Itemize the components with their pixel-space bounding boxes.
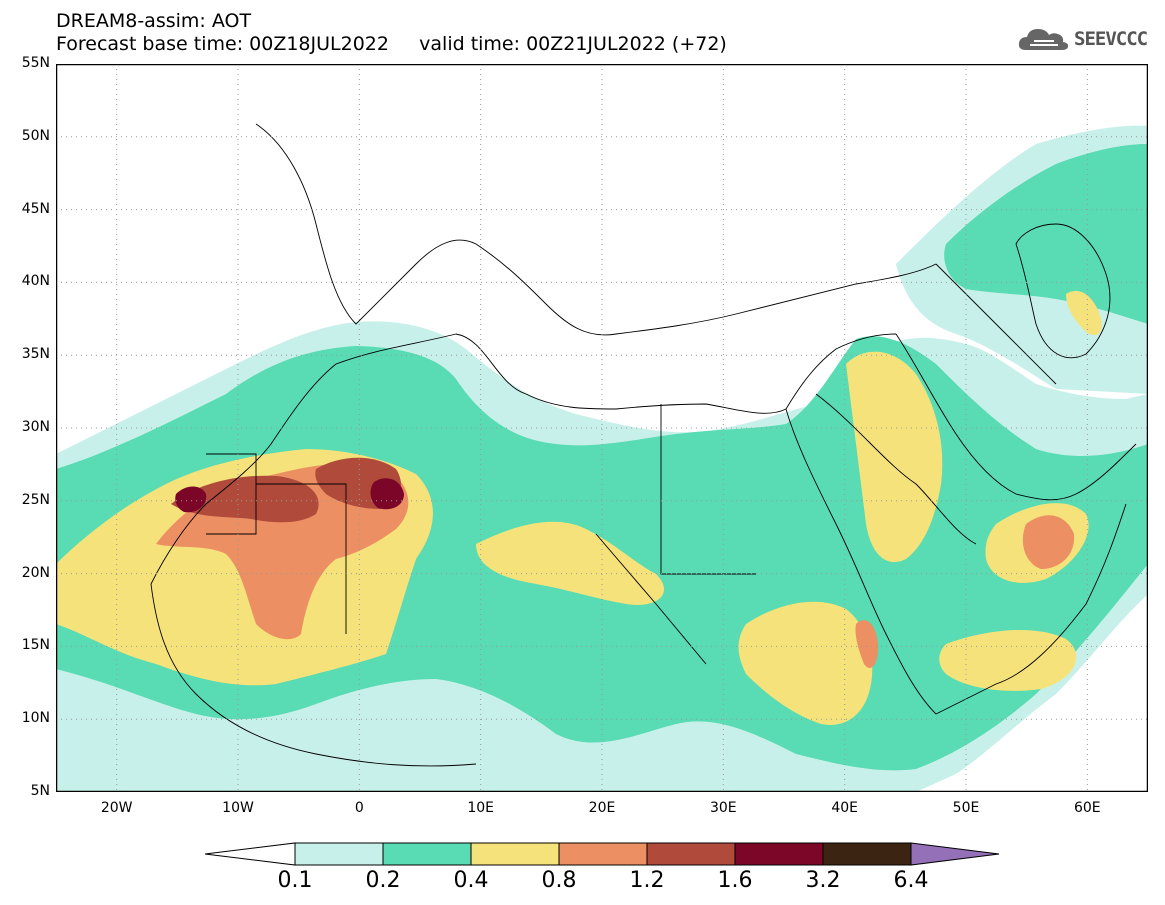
colorbar-level-label: 3.2 (805, 868, 841, 893)
aot-band-0.8-arabia (1022, 515, 1075, 569)
lon-tick-label: 10W (222, 800, 254, 816)
graticule (56, 64, 1148, 792)
colorbar-level-label: 0.4 (453, 868, 489, 893)
colorbar-level-label: 6.4 (893, 868, 929, 893)
lat-tick-label: 20N (21, 564, 50, 581)
lat-tick-label: 55N (21, 55, 50, 71)
lat-tick-label: 15N (21, 637, 50, 654)
cloud-icon (1018, 29, 1069, 50)
lat-tick-label: 50N (21, 127, 50, 144)
aot-map (56, 64, 1148, 792)
lon-tick-label: 20W (100, 800, 133, 816)
colorbar-level-label: 1.6 (717, 868, 753, 893)
aot-band-0.4-arabiansea (939, 629, 1077, 691)
colorbar-level-label: 1.2 (629, 868, 665, 893)
aot-band-0.4-arabia (846, 351, 943, 563)
aot-band-1.6-west (175, 486, 207, 513)
aot-band-0.4-central (476, 521, 665, 605)
aot-band-1.6-east (370, 478, 404, 510)
colorbar (205, 842, 1000, 866)
colorbar-level-label: 0.8 (541, 868, 577, 893)
colorbar-swatch (294, 842, 384, 866)
forecast-times: Forecast base time: 00Z18JUL2022 valid t… (56, 33, 727, 55)
colorbar-swatch (558, 842, 648, 866)
map-title: DREAM8-assim: AOT (56, 10, 252, 32)
logo-text: SEEVCCC (1074, 28, 1148, 50)
colorbar-level-label: 0.1 (277, 868, 313, 893)
colorbar-swatch (734, 842, 824, 866)
lon-tick-label: 20E (588, 800, 616, 816)
lon-tick-label: 60E (1073, 800, 1101, 816)
colorbar-swatch (382, 842, 472, 866)
lon-tick-label: 30E (709, 800, 737, 816)
lon-tick-label: 40E (831, 800, 858, 816)
colorbar-swatch (470, 842, 560, 866)
colorbar-swatch (910, 842, 1000, 866)
map-frame (56, 64, 1148, 792)
lon-tick-label: 10E (467, 800, 494, 816)
lat-tick-label: 5N (30, 783, 50, 799)
lat-tick-label: 25N (21, 491, 50, 508)
aot-band-1.2 (171, 475, 319, 523)
aot-band-0.4-caspian (1066, 290, 1102, 336)
aot-band-0.8-eritrea (855, 620, 879, 668)
lat-tick-label: 30N (21, 419, 50, 435)
aot-band-0.4-horn (738, 601, 873, 725)
colorbar-level-label: 0.2 (365, 868, 401, 893)
aot-band-0.2-caspian (944, 144, 1148, 324)
lon-tick-label: 50E (952, 800, 980, 816)
coastlines (150, 123, 1137, 767)
lat-tick-label: 40N (21, 273, 50, 290)
lat-tick-label: 35N (21, 346, 50, 363)
colorbar-swatch (646, 842, 736, 866)
aot-contours (56, 125, 1148, 792)
seevccc-logo: SEEVCCC (1018, 24, 1158, 56)
colorbar-swatch (822, 842, 912, 866)
lat-tick-label: 45N (21, 200, 50, 217)
colorbar-swatch (205, 842, 296, 866)
lon-tick-label: 0 (354, 800, 364, 816)
lat-tick-label: 10N (21, 710, 50, 727)
